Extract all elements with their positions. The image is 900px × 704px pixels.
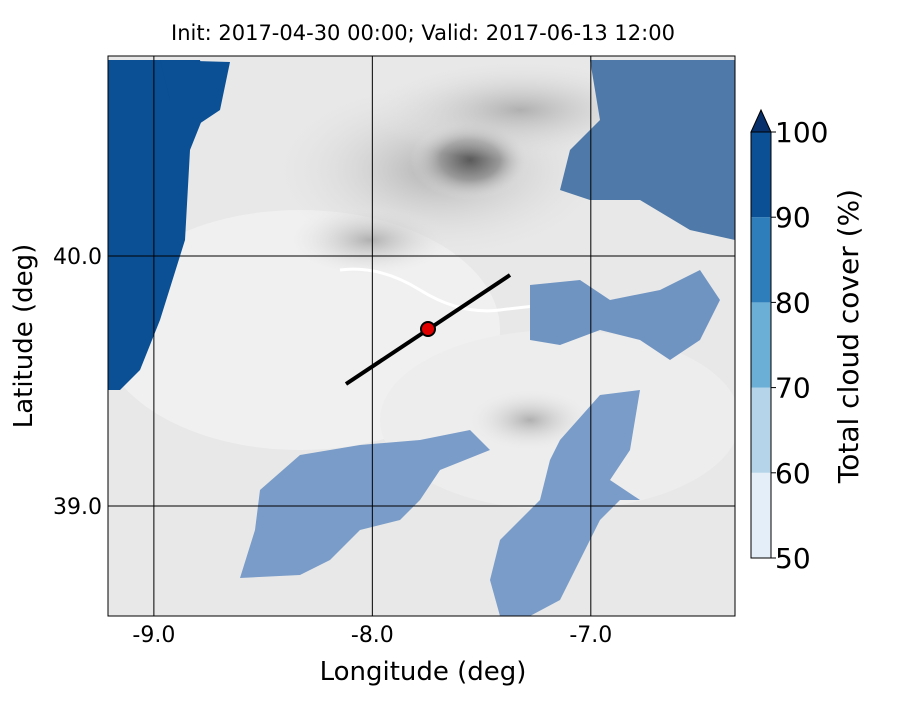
cloud-area bbox=[560, 60, 735, 240]
terrain-ridge bbox=[290, 205, 450, 275]
station-marker bbox=[420, 321, 436, 337]
map-frame bbox=[107, 55, 736, 617]
colorbar-band bbox=[751, 302, 771, 388]
colorbar-band bbox=[751, 132, 771, 218]
colorbar-tick-label: 50 bbox=[775, 542, 811, 575]
x-tick-label: -7.0 bbox=[569, 623, 612, 648]
y-tick-label: 40.0 bbox=[53, 245, 102, 270]
colorbar-band bbox=[751, 387, 771, 473]
cloud-area bbox=[160, 60, 230, 130]
cloud-area bbox=[530, 270, 720, 360]
x-tick-label: -8.0 bbox=[351, 623, 394, 648]
map-area bbox=[108, 56, 735, 616]
terrain-ridge bbox=[470, 390, 590, 450]
colorbar-tick-label: 80 bbox=[775, 286, 811, 319]
colorbar-frame bbox=[750, 131, 772, 559]
colorbar-tick-label: 60 bbox=[775, 457, 811, 490]
colorbar-label: Total cloud cover (%) bbox=[832, 189, 865, 484]
colorbar-tick-label: 90 bbox=[775, 201, 811, 234]
colorbar-extend bbox=[750, 108, 772, 133]
cloud-area bbox=[240, 430, 490, 578]
graticule bbox=[108, 56, 735, 616]
colorbar-band bbox=[751, 217, 771, 303]
cloud-area bbox=[490, 390, 640, 616]
colorbar-tick-label: 70 bbox=[775, 372, 811, 405]
y-tick-label: 39.0 bbox=[53, 495, 102, 520]
colorbar-band bbox=[751, 472, 771, 558]
cloud-area bbox=[108, 60, 210, 390]
x-tick-label: -9.0 bbox=[132, 623, 175, 648]
axis-ticks: -9.0 -8.0 -7.0 39.0 40.0 bbox=[53, 245, 612, 648]
x-axis-label: Longitude (deg) bbox=[320, 657, 527, 687]
colorbar-tick-label: 100 bbox=[775, 116, 828, 149]
colorbar: 50 60 70 80 90 100 bbox=[750, 108, 828, 575]
map-title: Init: 2017-04-30 00:00; Valid: 2017-06-1… bbox=[171, 21, 675, 45]
y-axis-label: Latitude (deg) bbox=[9, 244, 39, 429]
